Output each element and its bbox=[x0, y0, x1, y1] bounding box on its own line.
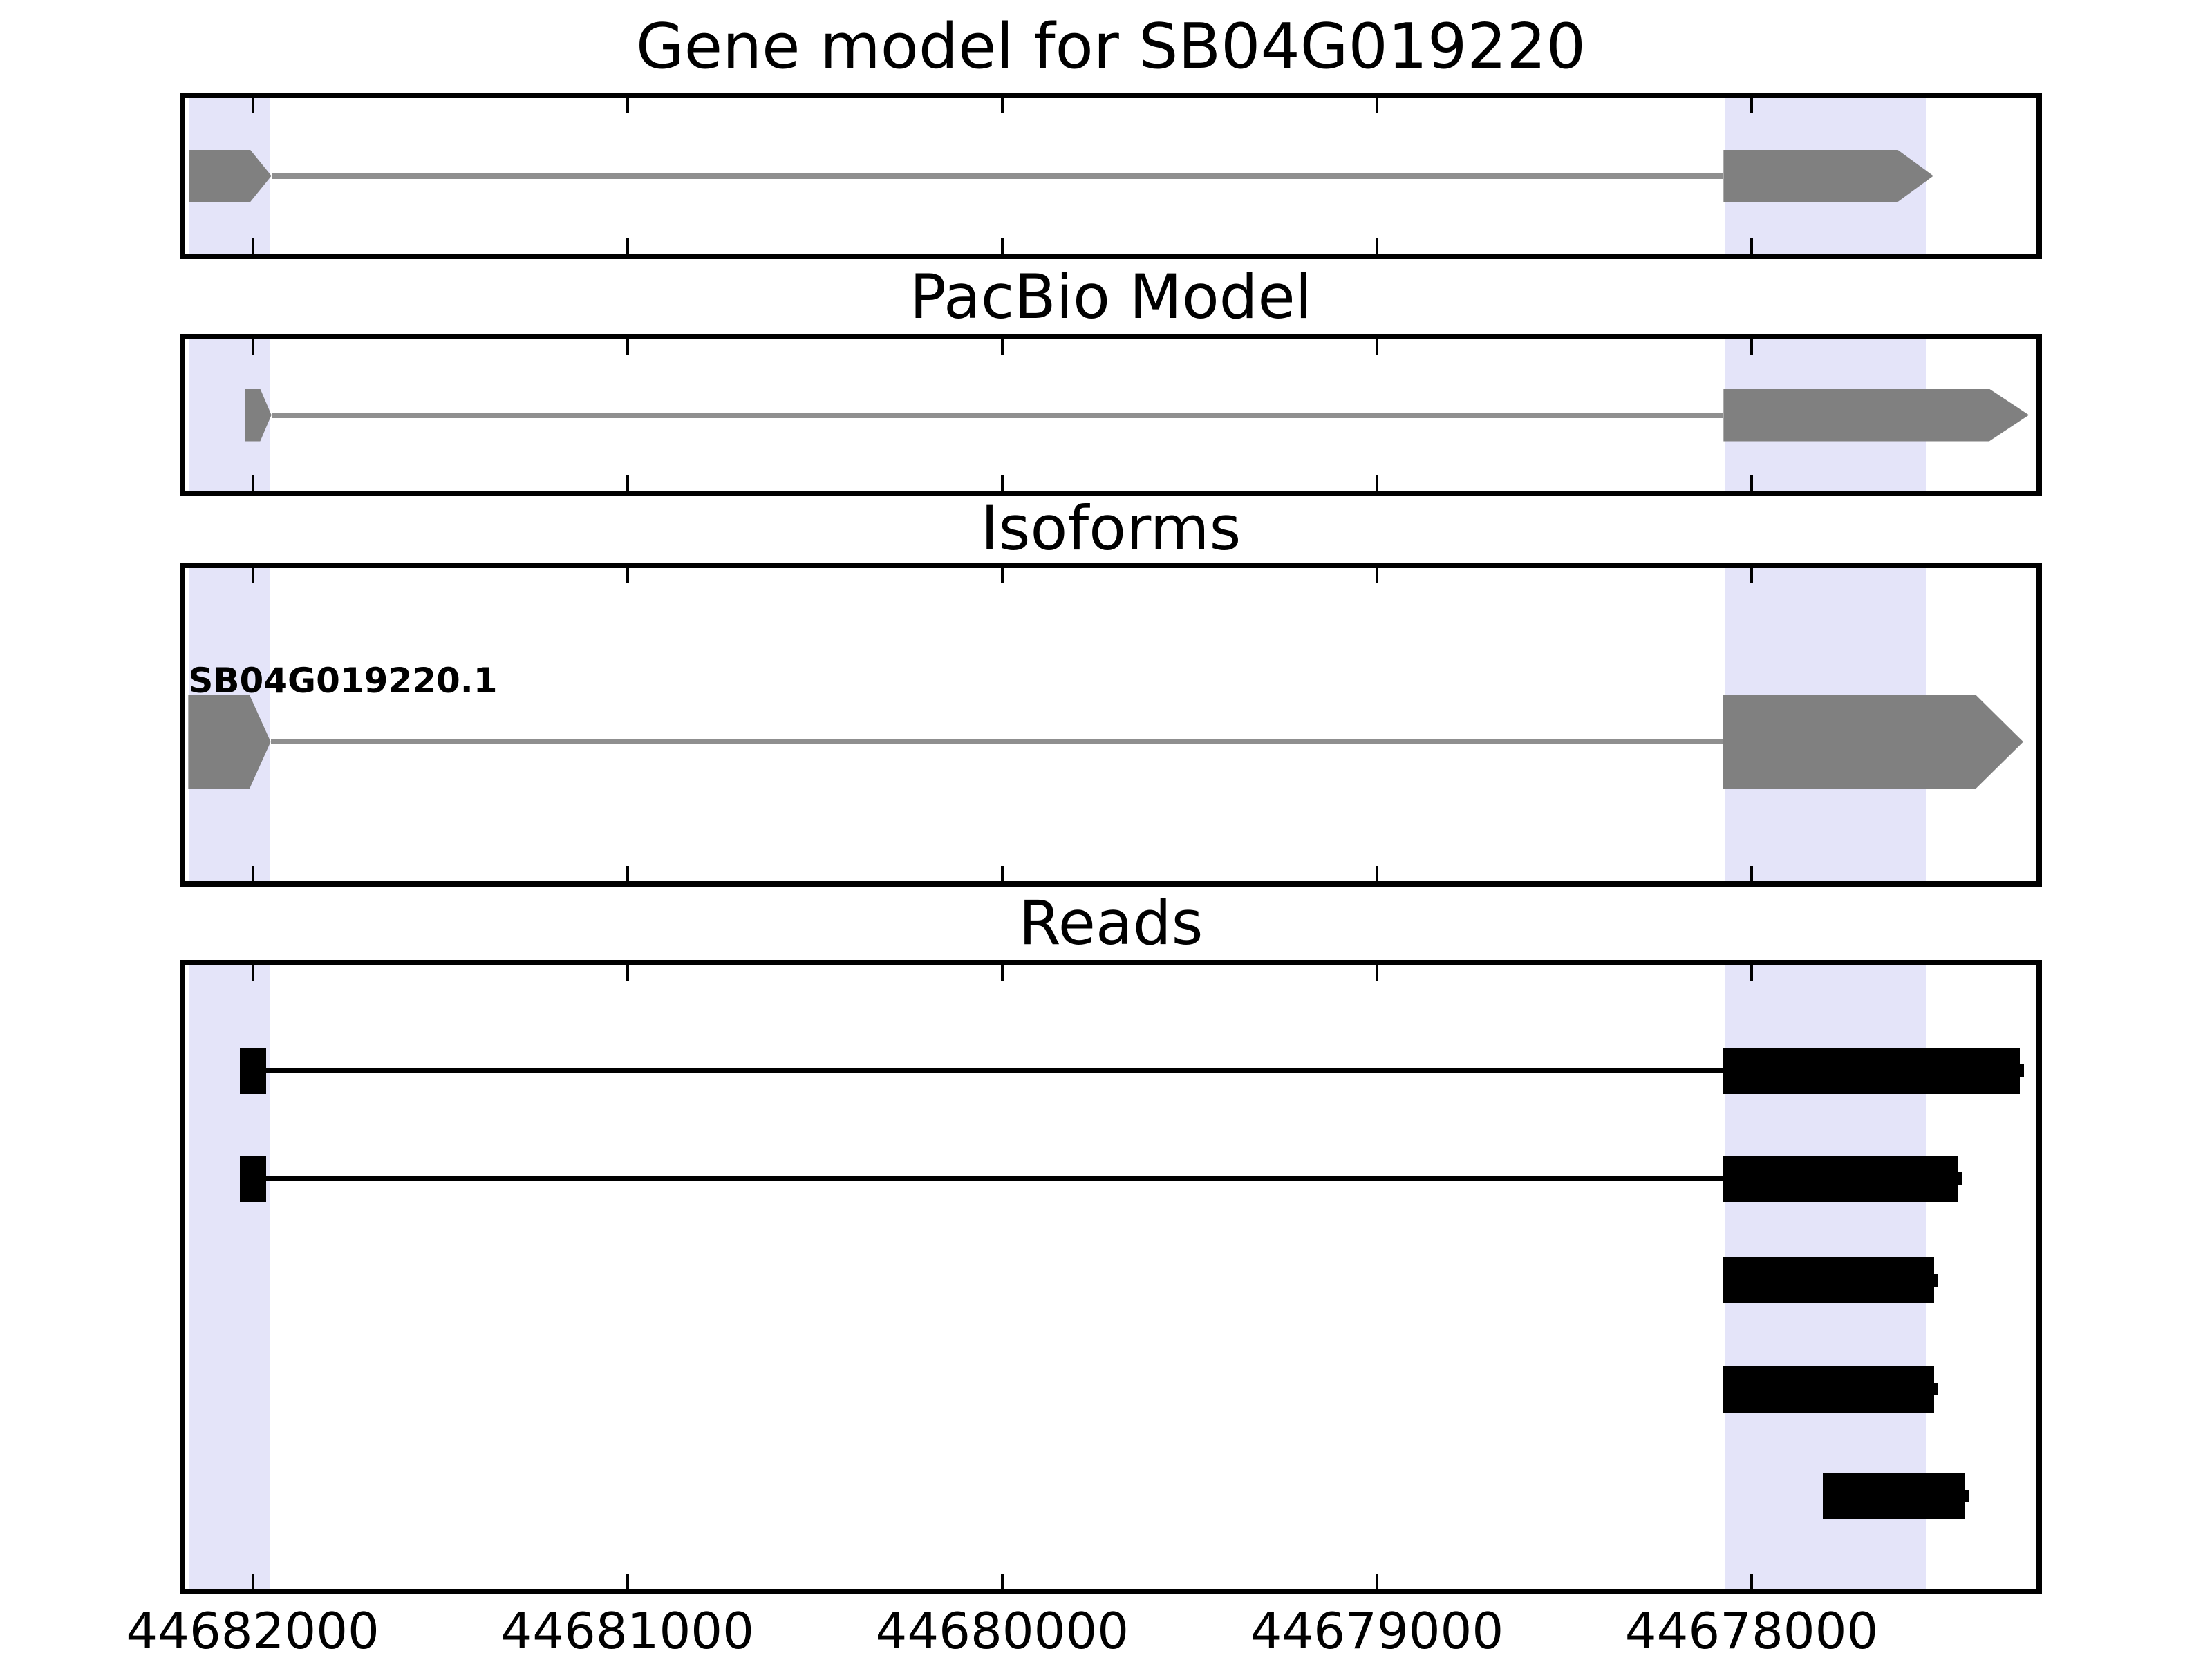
axis-tick bbox=[1750, 339, 1753, 355]
axis-tick bbox=[1375, 98, 1378, 113]
exon-arrow bbox=[1723, 149, 1933, 202]
read-connector-line bbox=[265, 1068, 1723, 1074]
read-block bbox=[239, 1155, 266, 1202]
read-connector-line bbox=[265, 1176, 1724, 1182]
axis-tick bbox=[1000, 475, 1004, 491]
x-tick-label: 44680000 bbox=[875, 1602, 1130, 1660]
axis-tick bbox=[251, 339, 254, 355]
axis-tick bbox=[251, 475, 254, 491]
x-tick-label: 44678000 bbox=[1624, 1602, 1879, 1660]
panel-title-isoforms: Isoforms bbox=[980, 492, 1241, 564]
read-block bbox=[1723, 1366, 1934, 1413]
axis-tick bbox=[626, 475, 629, 491]
axis-tick bbox=[1375, 866, 1378, 881]
read-block bbox=[1723, 1155, 1958, 1202]
panel-title-pacbio: PacBio Model bbox=[909, 261, 1313, 332]
x-axis-labels: 44682000 44681000 44680000 44679000 44678000 bbox=[0, 1605, 2212, 1659]
axis-tick bbox=[1000, 568, 1004, 583]
panel-isoforms: SB04G019220.1 bbox=[180, 563, 2042, 887]
axis-tick bbox=[626, 1574, 629, 1589]
axis-tick bbox=[251, 98, 254, 113]
axis-tick bbox=[1375, 1574, 1378, 1589]
axis-tick bbox=[251, 1574, 254, 1589]
axis-tick bbox=[1750, 238, 1753, 254]
axis-tick bbox=[1000, 98, 1004, 113]
intron-line bbox=[271, 173, 1724, 179]
axis-tick bbox=[1750, 98, 1753, 113]
axis-tick bbox=[626, 238, 629, 254]
read-block bbox=[1722, 1047, 2020, 1094]
read-block bbox=[239, 1047, 266, 1094]
panel-pacbio-model bbox=[180, 334, 2042, 496]
axis-tick bbox=[1750, 568, 1753, 583]
axis-tick bbox=[1750, 866, 1753, 881]
intron-line bbox=[270, 739, 1723, 745]
axis-tick bbox=[1000, 238, 1004, 254]
read-tip bbox=[1964, 1489, 1969, 1502]
axis-tick bbox=[626, 568, 629, 583]
panel-reads bbox=[180, 960, 2042, 1594]
x-tick-label: 44682000 bbox=[126, 1602, 379, 1660]
axis-tick bbox=[626, 339, 629, 355]
axis-tick bbox=[626, 866, 629, 881]
x-tick-label: 44681000 bbox=[500, 1602, 754, 1660]
axis-tick bbox=[251, 965, 254, 981]
axis-tick bbox=[1750, 475, 1753, 491]
figure-title: Gene model for SB04G019220 bbox=[635, 10, 1586, 83]
axis-tick bbox=[1750, 1574, 1753, 1589]
exon-arrow bbox=[1722, 694, 2023, 789]
read-block bbox=[1823, 1473, 1965, 1520]
exon-arrow bbox=[1723, 388, 2029, 442]
axis-tick bbox=[1000, 965, 1004, 981]
read-tip bbox=[2018, 1064, 2024, 1077]
axis-tick bbox=[251, 568, 254, 583]
read-tip bbox=[1933, 1274, 1938, 1287]
read-tip bbox=[1956, 1172, 1962, 1185]
axis-tick bbox=[1375, 238, 1378, 254]
axis-tick bbox=[626, 965, 629, 981]
axis-tick bbox=[251, 866, 254, 881]
x-tick-label: 44679000 bbox=[1250, 1602, 1504, 1660]
axis-tick bbox=[626, 98, 629, 113]
axis-tick bbox=[1375, 568, 1378, 583]
axis-tick bbox=[1750, 965, 1753, 981]
axis-tick bbox=[1000, 339, 1004, 355]
axis-tick bbox=[251, 238, 254, 254]
axis-tick bbox=[1375, 475, 1378, 491]
read-tip bbox=[1933, 1383, 1938, 1396]
axis-tick bbox=[1375, 965, 1378, 981]
read-block bbox=[1723, 1257, 1934, 1303]
panel-gene-model bbox=[180, 93, 2042, 259]
panel-title-reads: Reads bbox=[1018, 887, 1203, 959]
axis-tick bbox=[1000, 1574, 1004, 1589]
axis-tick bbox=[1000, 866, 1004, 881]
isoform-label: SB04G019220.1 bbox=[188, 660, 498, 701]
intron-line bbox=[271, 412, 1724, 418]
axis-tick bbox=[1375, 339, 1378, 355]
